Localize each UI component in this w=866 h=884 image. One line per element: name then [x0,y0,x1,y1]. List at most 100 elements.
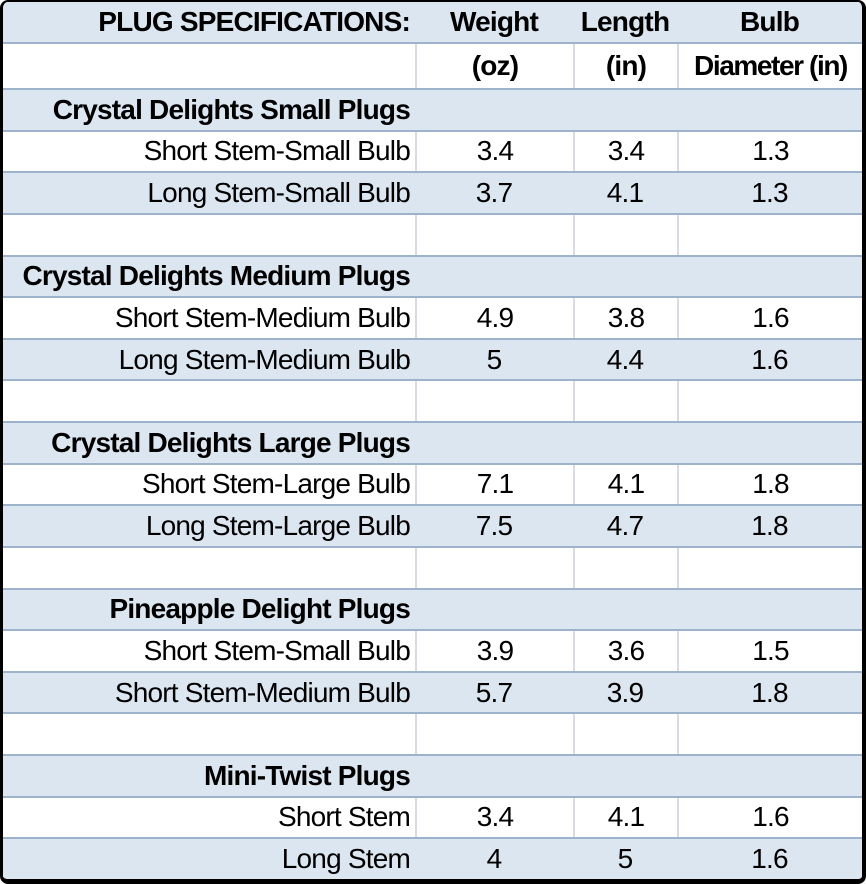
table-row: Long Stem-Small Bulb 3.7 4.1 1.3 [3,173,862,215]
row-label: Short Stem-Small Bulb [143,135,411,167]
empty-cell [677,590,862,630]
empty-cell [677,547,862,588]
empty-cell [415,214,573,255]
empty-cell [415,257,573,297]
length-value: 4.4 [606,343,644,375]
diameter-value: 1.6 [677,298,862,338]
section-title: Crystal Delights Medium Plugs [22,260,410,292]
section-title: Crystal Delights Small Plugs [52,93,411,125]
empty-cell [573,714,677,754]
weight-value: 5.7 [475,676,513,708]
diameter-value: 1.8 [677,464,862,505]
empty-cell [573,257,677,297]
empty-cell [677,423,862,463]
spacer-row [3,714,862,756]
row-label: Short Stem-Medium Bulb [114,676,411,708]
empty-cell [677,214,862,255]
empty-cell [677,257,862,297]
empty-cell [573,423,677,463]
empty-cell [3,381,415,421]
row-label: Short Stem-Small Bulb [143,634,411,666]
table-title: PLUG SPECIFICATIONS: [98,6,411,37]
empty-cell [677,381,862,421]
section-title: Mini-Twist Plugs [203,759,411,791]
unit-length: (in) [573,44,677,88]
empty-cell [573,756,677,796]
weight-value: 3.7 [475,177,513,209]
length-value: 3.6 [573,631,677,671]
unit-weight: (oz) [415,44,573,88]
column-header-weight: Weight [449,6,539,37]
row-label: Short Stem-Large Bulb [141,468,411,500]
empty-cell [573,547,677,588]
length-value: 3.8 [573,298,677,338]
weight-value: 3.4 [415,797,573,838]
section-title: Pineapple Delight Plugs [109,593,410,625]
row-label: Long Stem-Medium Bulb [118,343,411,375]
weight-value: 5 [486,343,503,375]
diameter-value: 1.6 [677,797,862,838]
empty-cell [415,381,573,421]
row-label: Long Stem [281,843,411,875]
table-row: Short Stem 3.4 4.1 1.6 [3,797,862,840]
row-label: Long Stem-Small Bulb [147,177,410,209]
column-header-length: Length [580,6,670,37]
weight-value: 4 [486,843,503,875]
section-title: Crystal Delights Large Plugs [51,426,411,458]
diameter-value: 1.3 [677,131,862,172]
empty-cell [573,381,677,421]
length-value: 4.7 [606,510,644,542]
row-label: Short Stem-Medium Bulb [114,301,411,333]
empty-cell [677,714,862,754]
weight-value: 7.5 [475,510,513,542]
spacer-row [3,381,862,423]
diameter-value: 1.8 [751,676,788,708]
empty-cell [677,90,862,130]
column-header-bulb: Bulb [739,6,800,37]
length-value: 4.1 [606,177,644,209]
table-row: Long Stem 4 5 1.6 [3,839,862,879]
empty-cell [415,547,573,588]
length-value: 4.1 [573,797,677,838]
diameter-value: 1.8 [751,510,788,542]
section-header-row: Crystal Delights Medium Plugs [3,256,862,299]
diameter-value: 1.6 [751,343,788,375]
empty-cell [3,215,415,255]
table-row: Short Stem-Medium Bulb 4.9 3.8 1.6 [3,298,862,340]
table-row: Long Stem-Large Bulb 7.5 4.7 1.8 [3,506,862,548]
diameter-value: 1.5 [677,631,862,671]
empty-cell [415,714,573,754]
table-row: Short Stem-Medium Bulb 5.7 3.9 1.8 [3,672,862,715]
empty-cell [415,756,573,796]
table-row: Short Stem-Small Bulb 3.4 3.4 1.3 [3,131,862,174]
section-header-row: Crystal Delights Small Plugs [3,90,862,132]
empty-cell [415,90,573,130]
row-label: Short Stem [277,801,411,833]
empty-cell [573,590,677,630]
table-header-row: PLUG SPECIFICATIONS: Weight Length Bulb [3,2,862,44]
empty-cell [3,714,415,754]
row-label: Long Stem-Large Bulb [145,510,411,542]
section-header-row: Pineapple Delight Plugs [3,589,862,632]
empty-cell [415,590,573,630]
length-value: 5 [617,843,634,875]
section-header-row: Mini-Twist Plugs [3,756,862,798]
spacer-row [3,547,862,590]
units-empty-cell [3,44,415,88]
weight-value: 3.9 [415,631,573,671]
weight-value: 3.4 [415,131,573,172]
diameter-value: 1.3 [751,177,788,209]
spacer-row [3,214,862,257]
length-value: 3.9 [606,676,644,708]
table-units-row: (oz) (in) Diameter (in) [3,44,862,90]
table-row: Short Stem-Large Bulb 7.1 4.1 1.8 [3,464,862,507]
empty-cell [3,548,415,588]
unit-bulb-diameter: Diameter (in) [677,44,862,88]
empty-cell [677,756,862,796]
diameter-value: 1.6 [751,843,788,875]
weight-value: 4.9 [415,298,573,338]
table-row: Long Stem-Medium Bulb 5 4.4 1.6 [3,339,862,382]
weight-value: 7.1 [415,464,573,505]
length-value: 3.4 [573,131,677,172]
